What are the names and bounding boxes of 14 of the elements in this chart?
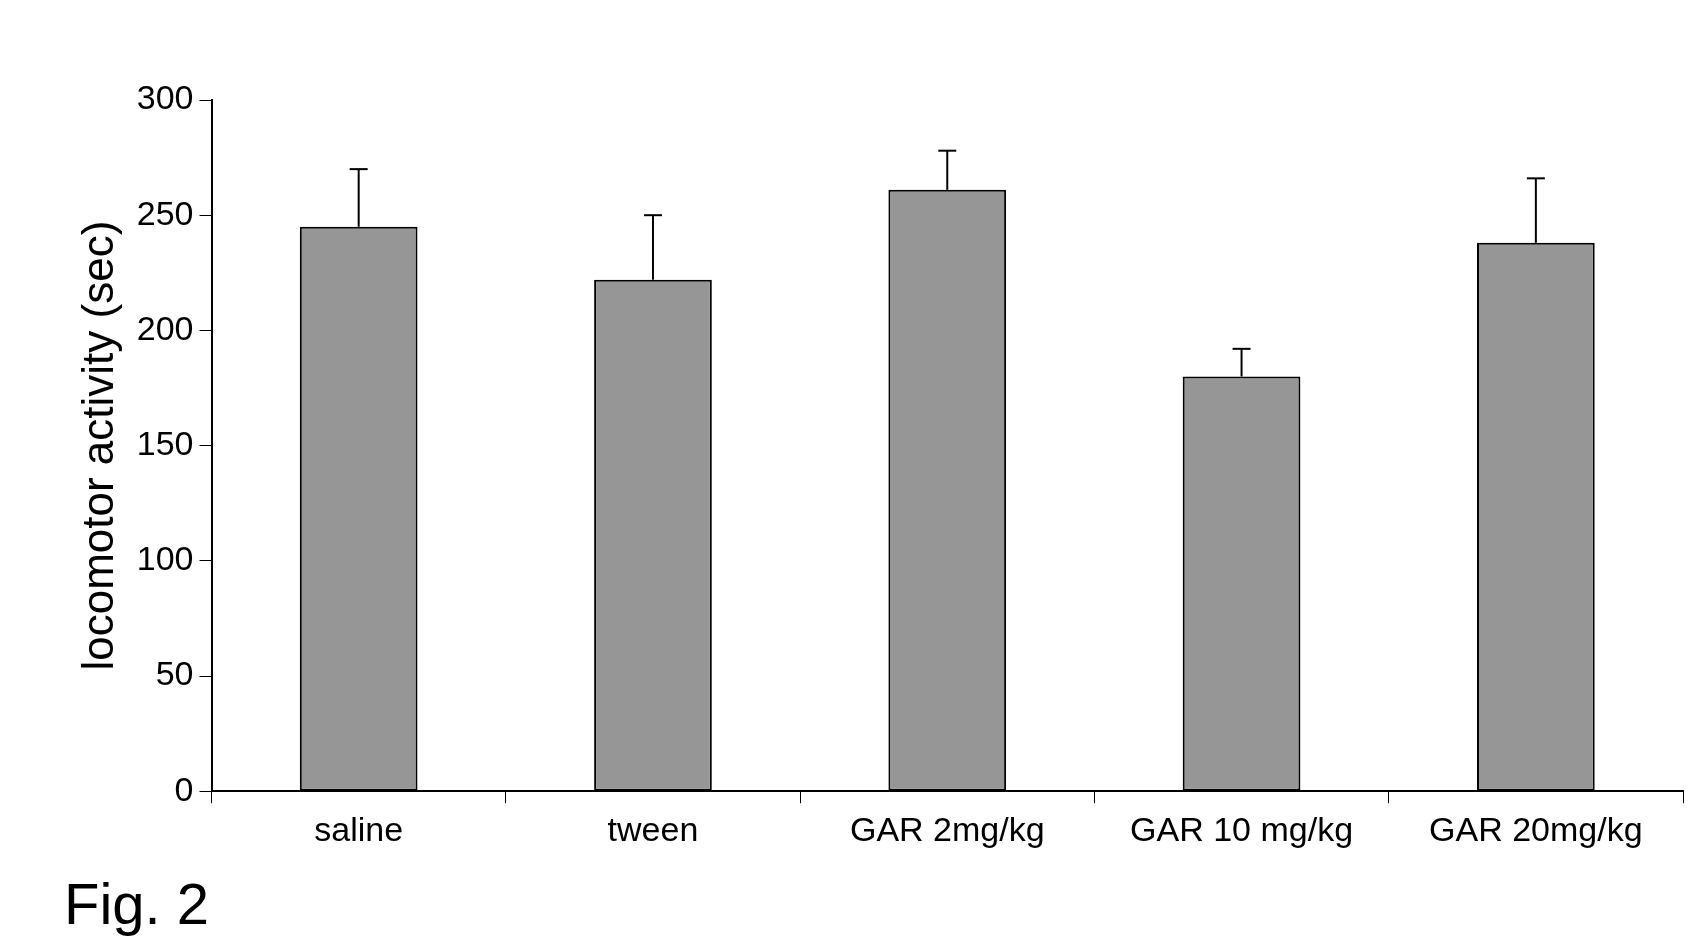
y-tick-label: 0: [174, 769, 194, 808]
y-tick-label: 50: [155, 654, 194, 693]
y-tick-label: 150: [136, 423, 194, 462]
y-axis-title: locomotor activity (sec): [72, 220, 122, 671]
y-tick-label: 200: [136, 308, 194, 347]
x-tick-label: GAR 2mg/kg: [849, 809, 1045, 848]
caption: Fig. 2: [64, 870, 210, 937]
x-tick-label: GAR 20mg/kg: [1429, 809, 1643, 848]
x-tick-label: tween: [607, 809, 699, 848]
y-tick-label: 300: [136, 78, 194, 117]
y-tick-label: 100: [136, 539, 194, 578]
x-tick-label: saline: [314, 809, 404, 848]
y-tick-label: 250: [136, 193, 194, 232]
x-tick-label: GAR 10 mg/kg: [1130, 809, 1354, 848]
